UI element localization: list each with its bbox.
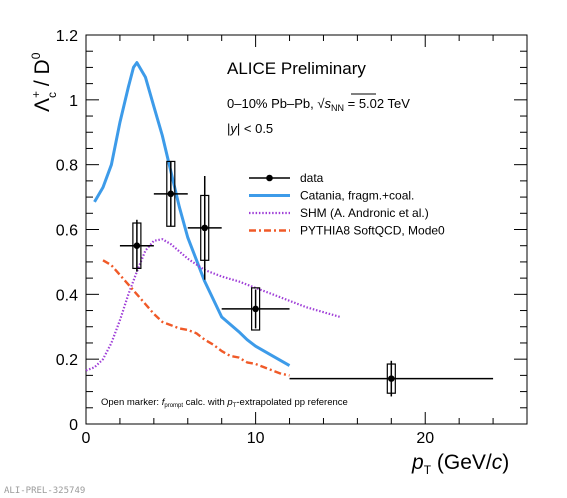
footnote: Open marker: fprompt calc. with pT-extra… bbox=[101, 397, 348, 409]
y-axis-sup: + bbox=[29, 91, 43, 98]
legend-label: Catania, fragm.+coal. bbox=[300, 189, 414, 203]
legend-swatch-marker bbox=[266, 174, 273, 182]
watermark: ALI-PREL-325749 bbox=[4, 486, 85, 496]
y-axis-rest: / D bbox=[31, 59, 54, 92]
sqrt-sub: NN bbox=[331, 103, 344, 113]
data-point bbox=[388, 375, 395, 382]
footnote-p-sub: T bbox=[233, 403, 237, 409]
x-axis-p: p bbox=[411, 451, 424, 474]
sqrt-symbol: √ bbox=[317, 96, 325, 111]
x-axis-c: c bbox=[492, 451, 503, 474]
legend-label: data bbox=[300, 171, 324, 185]
rapidity-suffix: | < 0.5 bbox=[237, 121, 273, 136]
x-axis-title: pT (GeV/c) bbox=[411, 451, 509, 477]
legend-label: PYTHIA8 SoftQCD, Mode0 bbox=[300, 224, 445, 238]
data-points-layer bbox=[119, 160, 494, 397]
x-tick-label: 10 bbox=[247, 430, 265, 447]
data-syst-box bbox=[132, 222, 142, 269]
footnote-f: f bbox=[162, 397, 166, 408]
y-tick-label: 1 bbox=[69, 93, 78, 110]
chart-title: ALICE Preliminary bbox=[227, 59, 366, 78]
y-axis-title: Λ+ c / D0 bbox=[29, 52, 59, 112]
footnote-p: p bbox=[226, 397, 232, 408]
rapidity-y: y bbox=[229, 121, 238, 136]
y-axis-lambda: Λ bbox=[31, 98, 54, 112]
data-point bbox=[201, 224, 209, 232]
data-point bbox=[167, 190, 175, 198]
footnote-part2: calc. with bbox=[183, 397, 227, 408]
y-tick-label: 0.4 bbox=[56, 287, 78, 304]
data-syst-box bbox=[200, 194, 210, 261]
footnote-part3: -extrapolated pp reference bbox=[236, 397, 347, 408]
series-line bbox=[102, 259, 290, 377]
rapidity-prefix: | bbox=[227, 121, 230, 136]
data-syst-box bbox=[166, 160, 176, 227]
y-axis-d-sup: 0 bbox=[29, 52, 43, 59]
y-tick-label: 0 bbox=[69, 417, 78, 434]
x-axis-rest: (GeV/ bbox=[431, 451, 492, 474]
legend: data Catania, fragm.+coal. SHM (A. Androni… bbox=[249, 171, 445, 238]
series-line bbox=[93, 61, 291, 367]
energy-value: = 5.02 TeV bbox=[344, 96, 410, 111]
axis-ticks: 0 0.2 0.4 0.6 0.8 1 1.2 0 10 20 bbox=[56, 28, 527, 447]
y-tick-label: 0.2 bbox=[56, 352, 78, 369]
data-point bbox=[133, 242, 141, 250]
footnote-part1: Open marker: bbox=[101, 397, 162, 408]
x-tick-label: 0 bbox=[82, 430, 91, 447]
collision-system-label: 0–10% Pb–Pb, √sNN = 5.02 TeV bbox=[227, 96, 410, 113]
y-tick-label: 0.6 bbox=[56, 223, 78, 240]
collision-prefix: 0–10% Pb–Pb, bbox=[227, 96, 317, 111]
footnote-f-sub: prompt bbox=[164, 403, 183, 409]
series-line bbox=[85, 238, 341, 372]
x-tick-label: 20 bbox=[416, 430, 434, 447]
data-syst-box bbox=[251, 287, 261, 331]
series-layer bbox=[85, 61, 341, 377]
data-syst-box bbox=[386, 363, 396, 394]
y-tick-label: 0.8 bbox=[56, 158, 78, 175]
y-tick-label: 1.2 bbox=[56, 28, 78, 45]
legend-label: SHM (A. Andronic et al.) bbox=[300, 206, 429, 220]
rapidity-label: |y| < 0.5 bbox=[227, 121, 273, 136]
sqrt-s: s bbox=[325, 96, 332, 111]
x-axis-sub: T bbox=[424, 463, 432, 477]
data-point bbox=[252, 305, 259, 313]
y-axis-sub: c bbox=[45, 92, 59, 98]
x-axis-close: ) bbox=[502, 451, 509, 474]
